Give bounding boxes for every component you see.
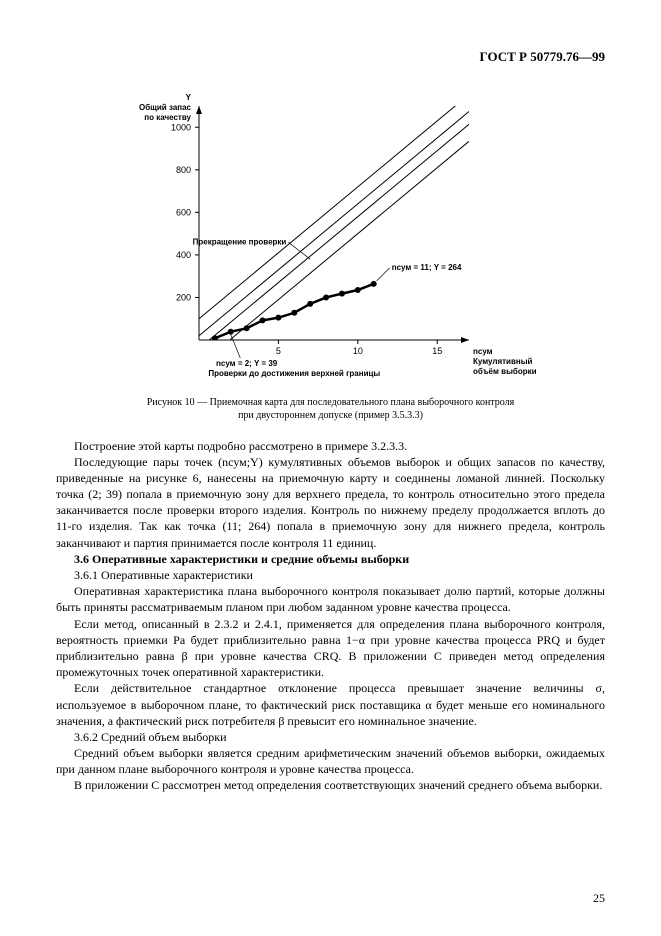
header-standard-code: ГОСТ Р 50779.76—99: [56, 48, 605, 66]
caption-line-1: Рисунок 10 — Приемочная карта для послед…: [147, 397, 515, 408]
svg-text:400: 400: [175, 249, 190, 259]
svg-text:10: 10: [352, 346, 362, 356]
svg-text:200: 200: [175, 292, 190, 302]
para-2: Последующие пары точек (nсум;Y) кумуляти…: [56, 454, 605, 551]
chart-svg: 200 400 600 800 1000 5 10 15 YОбщий запаспо каче…: [121, 88, 541, 388]
svg-text:по качеству: по качеству: [144, 113, 191, 122]
heading-3-6-2: 3.6.2 Средний объем выборки: [56, 729, 605, 745]
heading-3-6: 3.6 Оперативные характеристики и средние…: [56, 551, 605, 567]
svg-text:nсум = 11; Y = 264: nсум = 11; Y = 264: [391, 262, 461, 271]
svg-text:nсум = 2; Y = 39: nсум = 2; Y = 39: [216, 359, 278, 368]
page-number: 25: [593, 890, 605, 906]
body-text: Построение этой карты подробно рассмотре…: [56, 438, 605, 794]
svg-text:1000: 1000: [170, 122, 190, 132]
para-7: В приложении C рассмотрен метод определе…: [56, 777, 605, 793]
para-5: Если действительное стандартное отклонен…: [56, 680, 605, 729]
para-3: Оперативная характеристика плана выбороч…: [56, 583, 605, 615]
svg-text:Кумулятивный: Кумулятивный: [473, 357, 533, 366]
acceptance-chart: 200 400 600 800 1000 5 10 15 YОбщий запаспо каче…: [121, 88, 541, 388]
figure-caption: Рисунок 10 — Приемочная карта для послед…: [56, 396, 605, 422]
caption-line-2: при двустороннем допуске (пример 3.5.3.3…: [238, 410, 423, 421]
para-6: Средний объем выборки является средним а…: [56, 745, 605, 777]
para-4: Если метод, описанный в 2.3.2 и 2.4.1, п…: [56, 616, 605, 681]
svg-text:Y: Y: [185, 93, 191, 102]
heading-3-6-1: 3.6.1 Оперативные характеристики: [56, 567, 605, 583]
svg-text:5: 5: [275, 346, 280, 356]
svg-text:800: 800: [175, 164, 190, 174]
para-1: Построение этой карты подробно рассмотре…: [56, 438, 605, 454]
svg-text:nсум: nсум: [473, 347, 493, 356]
svg-text:Общий запас: Общий запас: [138, 103, 191, 112]
svg-text:600: 600: [175, 207, 190, 217]
svg-text:15: 15: [432, 346, 442, 356]
svg-text:Проверки до достижения верхней: Проверки до достижения верхней границы: [208, 369, 380, 378]
svg-text:объём выборки: объём выборки: [473, 367, 537, 376]
svg-text:Прекращение проверки: Прекращение проверки: [192, 237, 286, 246]
